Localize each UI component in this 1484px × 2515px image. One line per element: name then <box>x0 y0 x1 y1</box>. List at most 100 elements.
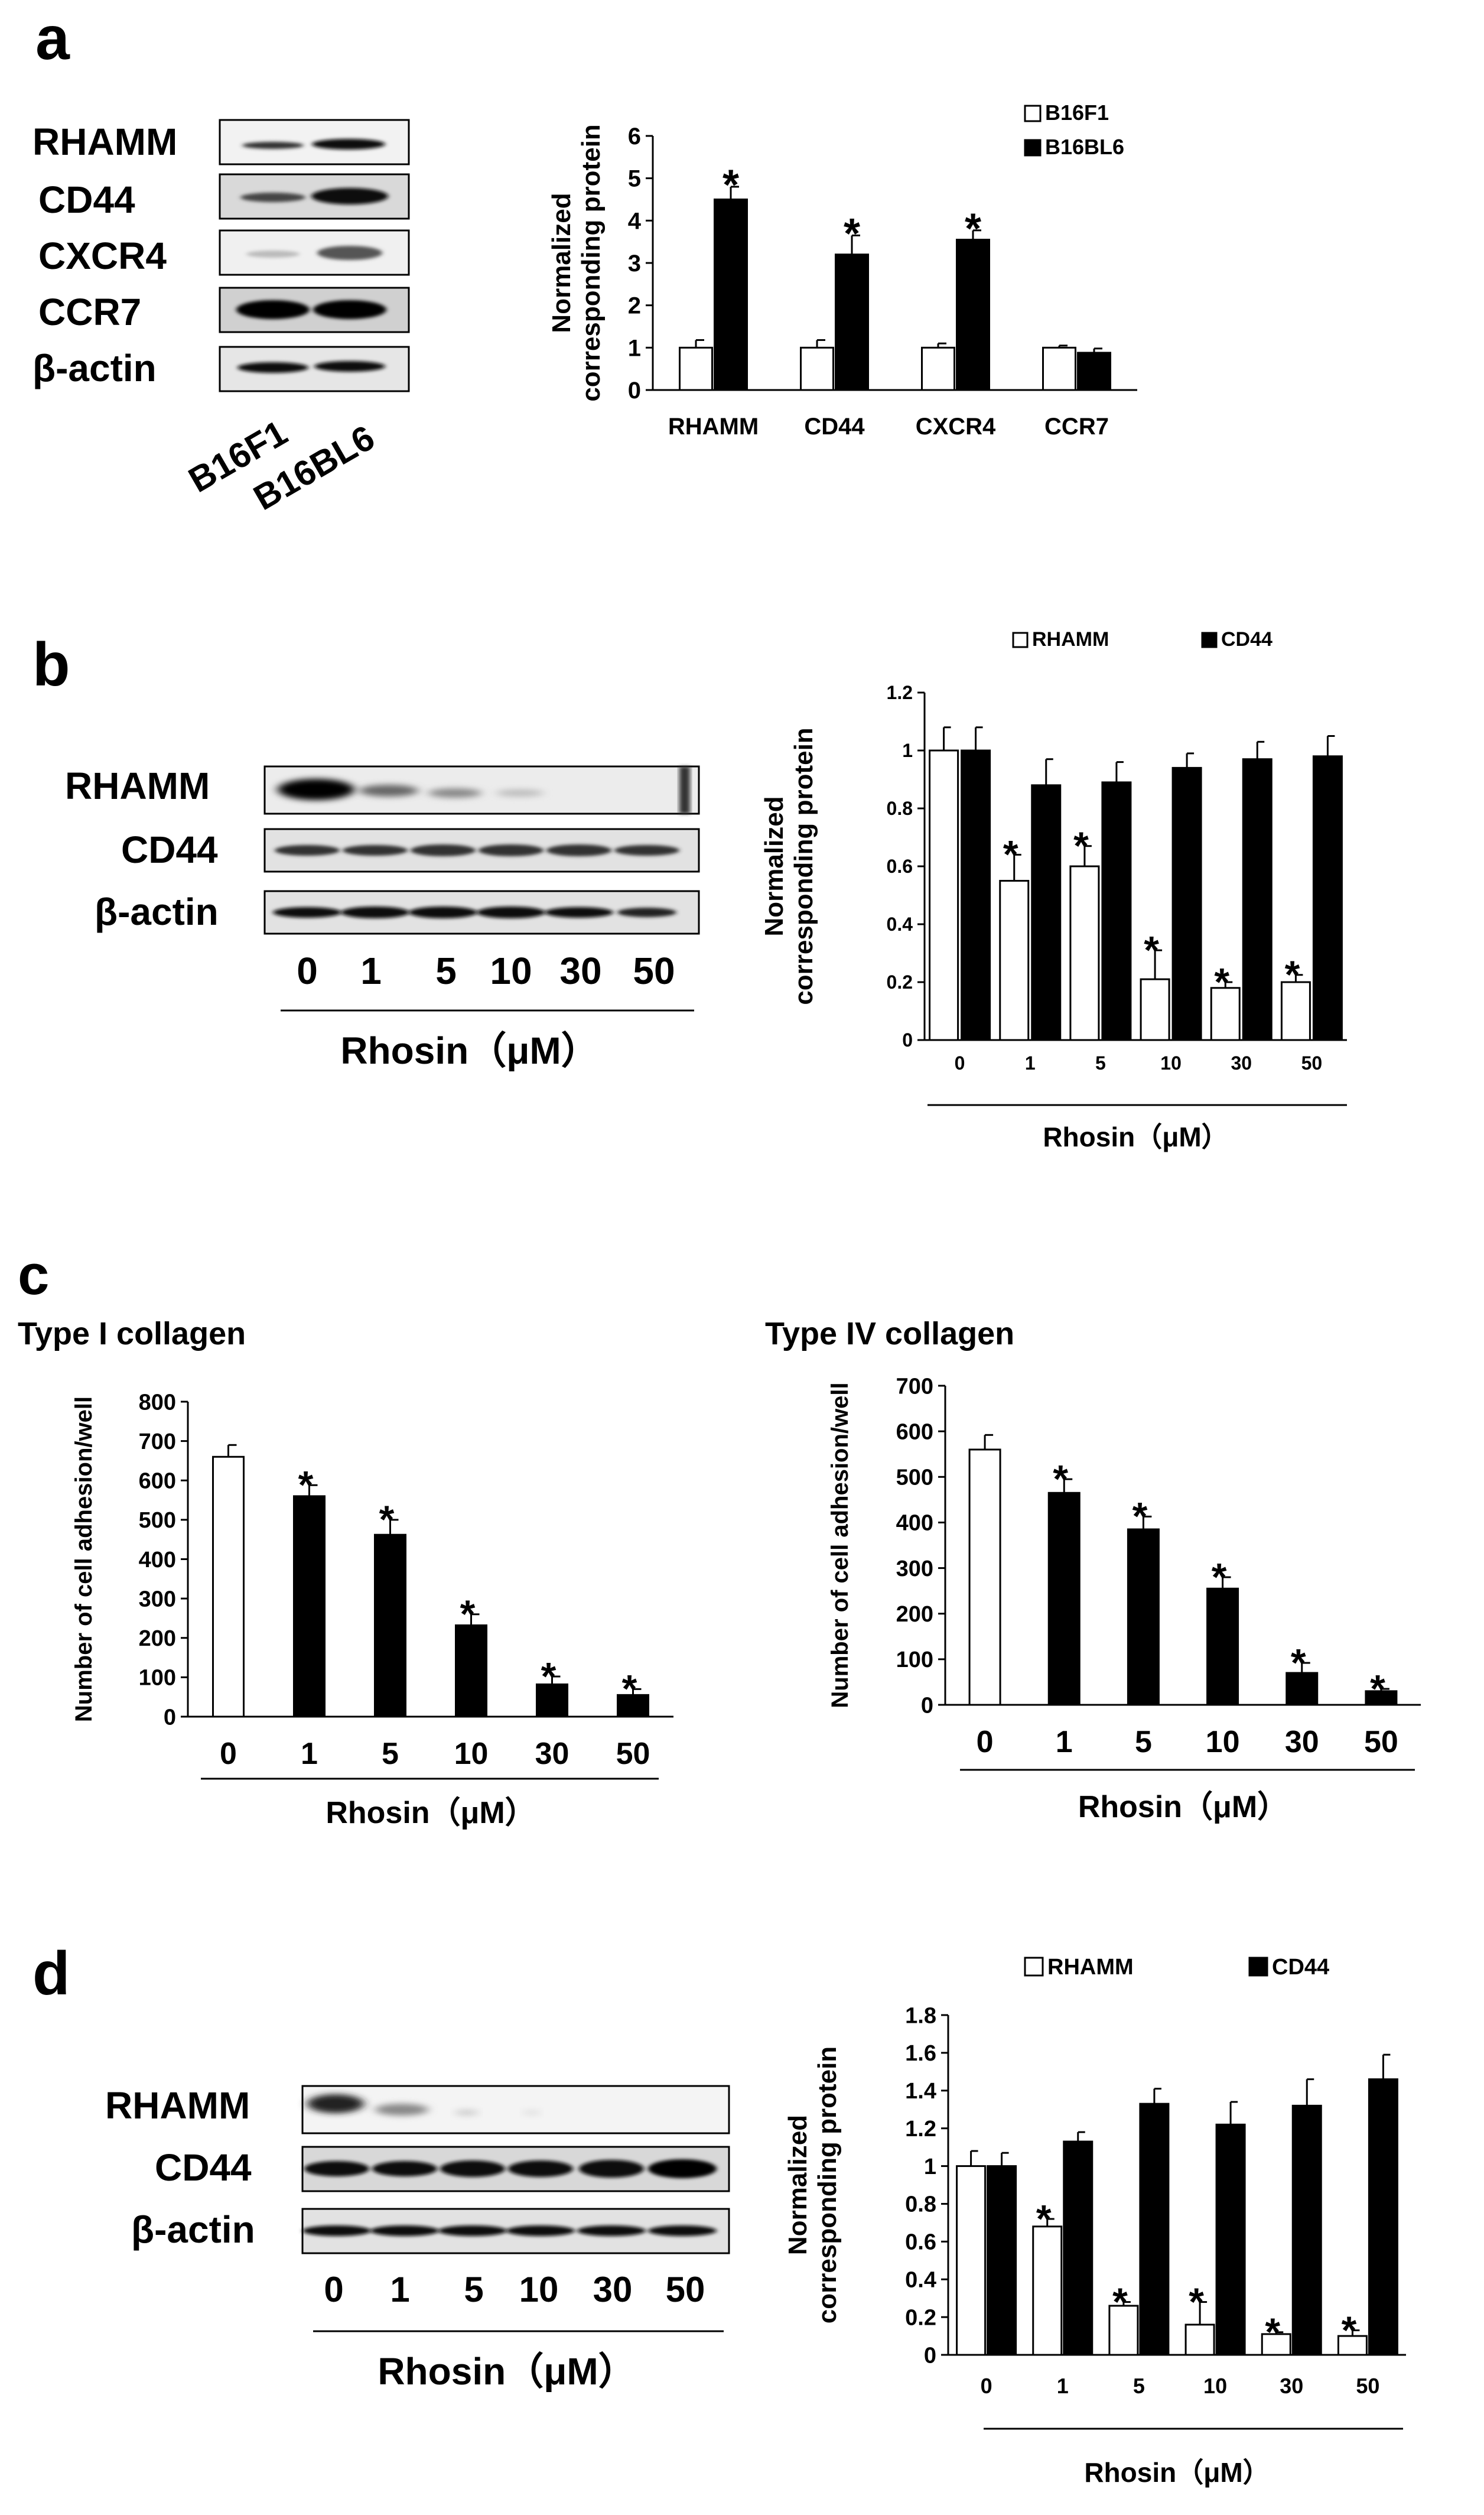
blot-b-label-actin: β-actin <box>95 891 219 933</box>
legend-label: B16F1 <box>1045 100 1109 125</box>
significance-star: * <box>1073 824 1089 867</box>
blot-a-band <box>242 142 304 149</box>
x-tick-label: CCR7 <box>1044 414 1109 440</box>
blot-b-band <box>273 907 341 918</box>
x-tick-label: 10 <box>1203 2374 1227 2398</box>
blot-b-band <box>409 906 477 918</box>
significance-star: * <box>1132 1494 1148 1538</box>
blot-d-band <box>440 2160 505 2177</box>
y-tick-label: 0.8 <box>905 2192 936 2217</box>
blot-b-lane-30: 30 <box>559 950 601 992</box>
significance-star: * <box>1112 2280 1128 2324</box>
blot-d-lane-5: 5 <box>464 2270 483 2309</box>
x-tick-label: 10 <box>1160 1052 1182 1074</box>
x-tick-label: 5 <box>382 1737 399 1771</box>
x-tick-label: 30 <box>535 1737 569 1771</box>
blot-d-band <box>370 2225 439 2236</box>
blot-b-band <box>343 845 408 856</box>
blot-b-band <box>278 779 354 800</box>
y-tick-label: 1.2 <box>905 2117 936 2142</box>
x-tick-label: CXCR4 <box>916 414 996 440</box>
bar <box>956 239 990 391</box>
y-tick-label: 0.4 <box>905 2268 936 2293</box>
y-tick-label: 1 <box>628 335 641 361</box>
blot-a-band <box>314 361 385 372</box>
y-tick-label: 700 <box>139 1429 176 1454</box>
significance-star: * <box>1265 2310 1280 2354</box>
blot-d-band <box>648 2159 717 2178</box>
x-tick-label: 1 <box>1056 1725 1073 1759</box>
y-tick-label: 1.2 <box>887 682 913 703</box>
y-tick-label: 0.6 <box>887 856 913 877</box>
blot-a-label-cxcr4: CXCR4 <box>38 235 167 277</box>
x-tick-label: 5 <box>1135 1725 1152 1759</box>
y-tick-label: 1 <box>924 2155 936 2179</box>
significance-star: * <box>723 162 739 209</box>
legend-label: CD44 <box>1272 1955 1329 1980</box>
significance-star: * <box>1212 1555 1227 1598</box>
x-tick-label: 50 <box>1356 2374 1379 2398</box>
x-tick-label: 1 <box>301 1737 318 1771</box>
bar <box>929 749 959 1041</box>
y-tick-label: 200 <box>896 1602 933 1627</box>
panel-letter-c: c <box>18 1243 49 1307</box>
chart-title: Type IV collagen <box>765 1316 1014 1351</box>
legend-label: RHAMM <box>1047 1955 1134 1980</box>
blot-a: RHAMM CD44 CXCR4 CCR7 β-actin B16F1 B16B… <box>32 119 410 518</box>
significance-star: * <box>298 1463 314 1507</box>
y-tick-label: 1.8 <box>905 2003 936 2028</box>
y-tick-label: 3 <box>628 251 641 277</box>
blot-b-band <box>546 844 611 856</box>
y-axis-label: Number of cell adhesion/well <box>71 1396 97 1722</box>
blot-d-band <box>648 2225 717 2236</box>
legend-swatch <box>1024 139 1042 157</box>
bar <box>1032 2225 1063 2356</box>
y-tick-label: 100 <box>896 1648 933 1672</box>
y-axis-label: Normalized <box>783 2115 812 2255</box>
blot-b-band <box>614 845 679 856</box>
significance-star: * <box>1053 1457 1068 1500</box>
bar <box>1242 758 1273 1041</box>
legend-swatch <box>1024 105 1042 122</box>
y-axis-label: corresponding protein <box>789 727 818 1005</box>
panel-letter-d: d <box>32 1939 70 2008</box>
legend-label: RHAMM <box>1032 628 1109 651</box>
blot-d-lane-30: 30 <box>593 2270 633 2309</box>
bar <box>968 1448 1001 1706</box>
bar <box>800 346 834 391</box>
x-axis-label: Rhosin（μM） <box>1084 2457 1270 2488</box>
significance-star: * <box>541 1654 556 1698</box>
legend-swatch <box>1012 632 1029 648</box>
y-tick-label: 0.6 <box>905 2230 936 2255</box>
blot-b-lane-5: 5 <box>435 950 457 992</box>
blot-b-label-cd44: CD44 <box>121 828 218 871</box>
blot-d-band <box>508 2160 573 2177</box>
blot-b-lane-10: 10 <box>490 950 532 992</box>
blot-d-label-rhamm: RHAMM <box>105 2084 250 2127</box>
y-tick-label: 0 <box>628 378 641 404</box>
y-tick-label: 300 <box>896 1557 933 1581</box>
x-tick-label: 10 <box>454 1737 489 1771</box>
blot-b-band <box>477 906 545 918</box>
significance-star: * <box>1003 833 1018 876</box>
blot-b-band <box>679 766 690 814</box>
x-tick-label: 0 <box>977 1725 994 1759</box>
blot-d-label-cd44: CD44 <box>155 2146 252 2189</box>
bar <box>1215 2123 1246 2356</box>
blot-b-band <box>359 785 418 797</box>
y-tick-label: 200 <box>139 1626 176 1651</box>
x-tick-label: 0 <box>220 1737 237 1771</box>
y-axis-label: corresponding protein <box>577 124 606 401</box>
significance-star: * <box>1291 1640 1306 1684</box>
significance-star: * <box>1285 953 1300 996</box>
y-tick-label: 0 <box>921 1693 933 1718</box>
y-tick-label: 1.4 <box>905 2079 936 2104</box>
y-tick-label: 0.8 <box>887 798 913 819</box>
legend-label: B16BL6 <box>1045 135 1124 159</box>
x-tick-label: 5 <box>1095 1052 1106 1074</box>
y-tick-label: 4 <box>628 208 642 234</box>
